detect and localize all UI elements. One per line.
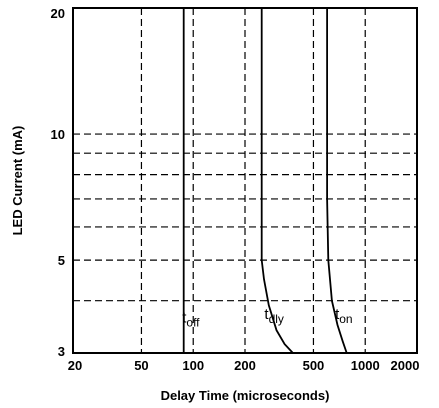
x-tick-labels: 20 50 100 200 500 1000 2000 xyxy=(68,358,420,373)
x-tick-label-50: 50 xyxy=(134,358,148,373)
gridlines xyxy=(73,8,417,353)
x-tick-label-200: 200 xyxy=(234,358,256,373)
curve-label-main: t xyxy=(335,306,340,323)
plot-frame xyxy=(72,7,418,354)
x-tick-label-100: 100 xyxy=(182,358,204,373)
y-tick-labels: 3 5 10 20 xyxy=(51,6,65,359)
curve-label-sub: dly xyxy=(269,312,284,326)
y-tick-label-5: 5 xyxy=(58,253,65,268)
series-line-t_on xyxy=(326,8,348,354)
x-tick-label-20: 20 xyxy=(68,358,82,373)
curve-label-sub: off xyxy=(186,315,200,329)
series-lines xyxy=(182,8,348,354)
curve-labels: toff tdly ton xyxy=(182,306,352,330)
curve-label-t_dly: tdly xyxy=(264,306,284,326)
y-tick-label-10: 10 xyxy=(51,127,65,142)
series-line-t_dly xyxy=(260,8,294,354)
curve-label-main: t xyxy=(182,309,187,326)
x-tick-label-2000: 2000 xyxy=(391,358,420,373)
y-axis-label: LED Current (mA) xyxy=(10,126,25,236)
curve-label-t_on: ton xyxy=(335,306,353,326)
curve-label-sub: on xyxy=(339,312,352,326)
curve-label-main: t xyxy=(264,306,269,323)
x-tick-label-500: 500 xyxy=(303,358,325,373)
y-tick-label-3: 3 xyxy=(58,344,65,359)
x-tick-label-1000: 1000 xyxy=(351,358,380,373)
y-tick-label-20: 20 xyxy=(51,6,65,21)
x-axis-label: Delay Time (microseconds) xyxy=(161,388,330,403)
curve-label-t_off: toff xyxy=(182,309,200,329)
